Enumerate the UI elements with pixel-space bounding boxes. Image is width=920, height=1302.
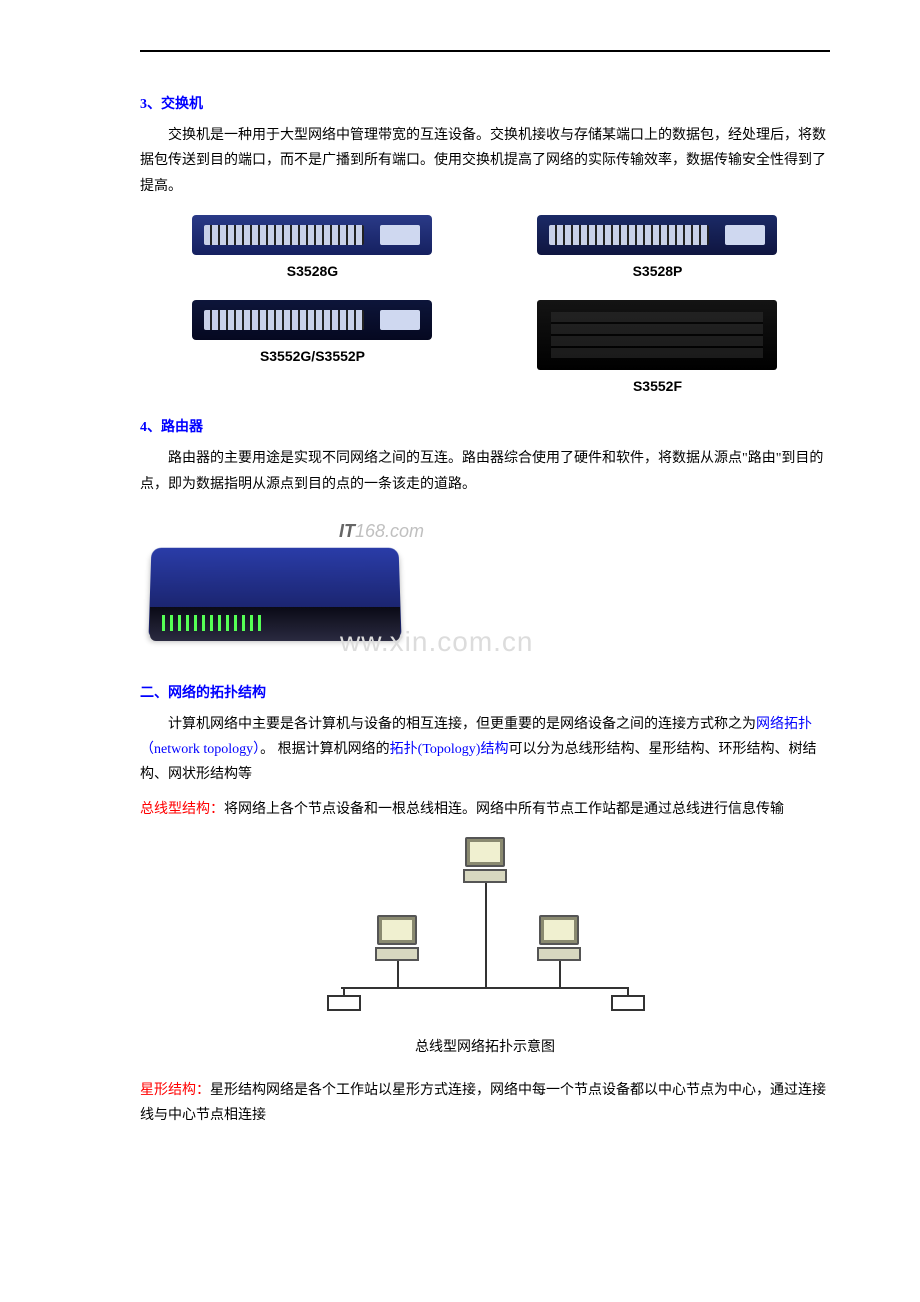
text-star: 星形结构网络是各个工作站以星形方式连接，网络中每一个节点设备都以中心节点为中心，…	[140, 1083, 826, 1123]
switch-s3552gp: S3552G/S3552P	[154, 294, 471, 399]
computer-icon	[463, 837, 507, 881]
header-rule	[140, 50, 830, 52]
document-page: 3、交换机 交换机是一种用于大型网络中管理带宽的互连设备。交换机接收与存储某端口…	[0, 0, 920, 1302]
paragraph-star-topology: 星形结构：星形结构网络是各个工作站以星形方式连接，网络中每一个节点设备都以中心节…	[140, 1078, 830, 1128]
switch-image-icon	[192, 215, 432, 255]
switch-s3528p: S3528P	[499, 209, 816, 284]
paragraph-router: 路由器的主要用途是实现不同网络之间的互连。路由器综合使用了硬件和软件，将数据从源…	[140, 446, 830, 496]
switch-image-icon	[537, 300, 777, 370]
computer-icon	[537, 915, 581, 959]
router-image-icon: IT168.com	[140, 507, 430, 657]
watermark-suffix: 168.com	[355, 521, 424, 541]
heading-topology: 二、网络的拓扑结构	[140, 681, 830, 706]
switch-s3552f: S3552F	[499, 294, 816, 399]
switch-label: S3552G/S3552P	[154, 344, 471, 369]
caption-bus-diagram: 总线型网络拓扑示意图	[140, 1035, 830, 1060]
switch-label: S3528P	[499, 259, 816, 284]
switch-image-grid: S3528G S3528P S3552G/S3552P S3552F	[140, 209, 830, 409]
switch-image-icon	[192, 300, 432, 340]
switch-label: S3528G	[154, 259, 471, 284]
paragraph-topology-intro: 计算机网络中主要是各计算机与设备的相互连接，但更重要的是网络设备之间的连接方式称…	[140, 712, 830, 788]
label-bus: 总线型结构：	[140, 802, 224, 817]
bus-topology-diagram	[325, 837, 645, 1027]
connector-line	[343, 987, 345, 997]
paragraph-bus-topology: 总线型结构：将网络上各个节点设备和一根总线相连。网络中所有节点工作站都是通过总线…	[140, 797, 830, 822]
label-star: 星形结构：	[140, 1083, 210, 1098]
watermark-it168: IT168.com	[339, 515, 424, 547]
terminator-icon	[327, 995, 361, 1011]
text-bus: 将网络上各个节点设备和一根总线相连。网络中所有节点工作站都是通过总线进行信息传输	[224, 802, 784, 817]
connector-line	[627, 987, 629, 997]
connector-line	[485, 883, 487, 987]
switch-image-icon	[537, 215, 777, 255]
link-topology-structure: 拓扑(Topology)结构	[390, 742, 509, 757]
text: 计算机网络中主要是各计算机与设备的相互连接，但更重要的是网络设备之间的连接方式称…	[168, 717, 756, 732]
text: 。 根据计算机网络的	[260, 742, 390, 757]
switch-label: S3552F	[499, 374, 816, 399]
computer-icon	[375, 915, 419, 959]
watermark-prefix: IT	[339, 521, 355, 541]
heading-router: 4、路由器	[140, 415, 830, 440]
terminator-icon	[611, 995, 645, 1011]
router-figure: IT168.com ww.xin.com.cn	[140, 507, 700, 657]
bus-line	[341, 987, 629, 989]
connector-line	[397, 961, 399, 987]
paragraph-switch: 交换机是一种用于大型网络中管理带宽的互连设备。交换机接收与存储某端口上的数据包，…	[140, 123, 830, 199]
switch-s3528g: S3528G	[154, 209, 471, 284]
heading-switch: 3、交换机	[140, 92, 830, 117]
connector-line	[559, 961, 561, 987]
